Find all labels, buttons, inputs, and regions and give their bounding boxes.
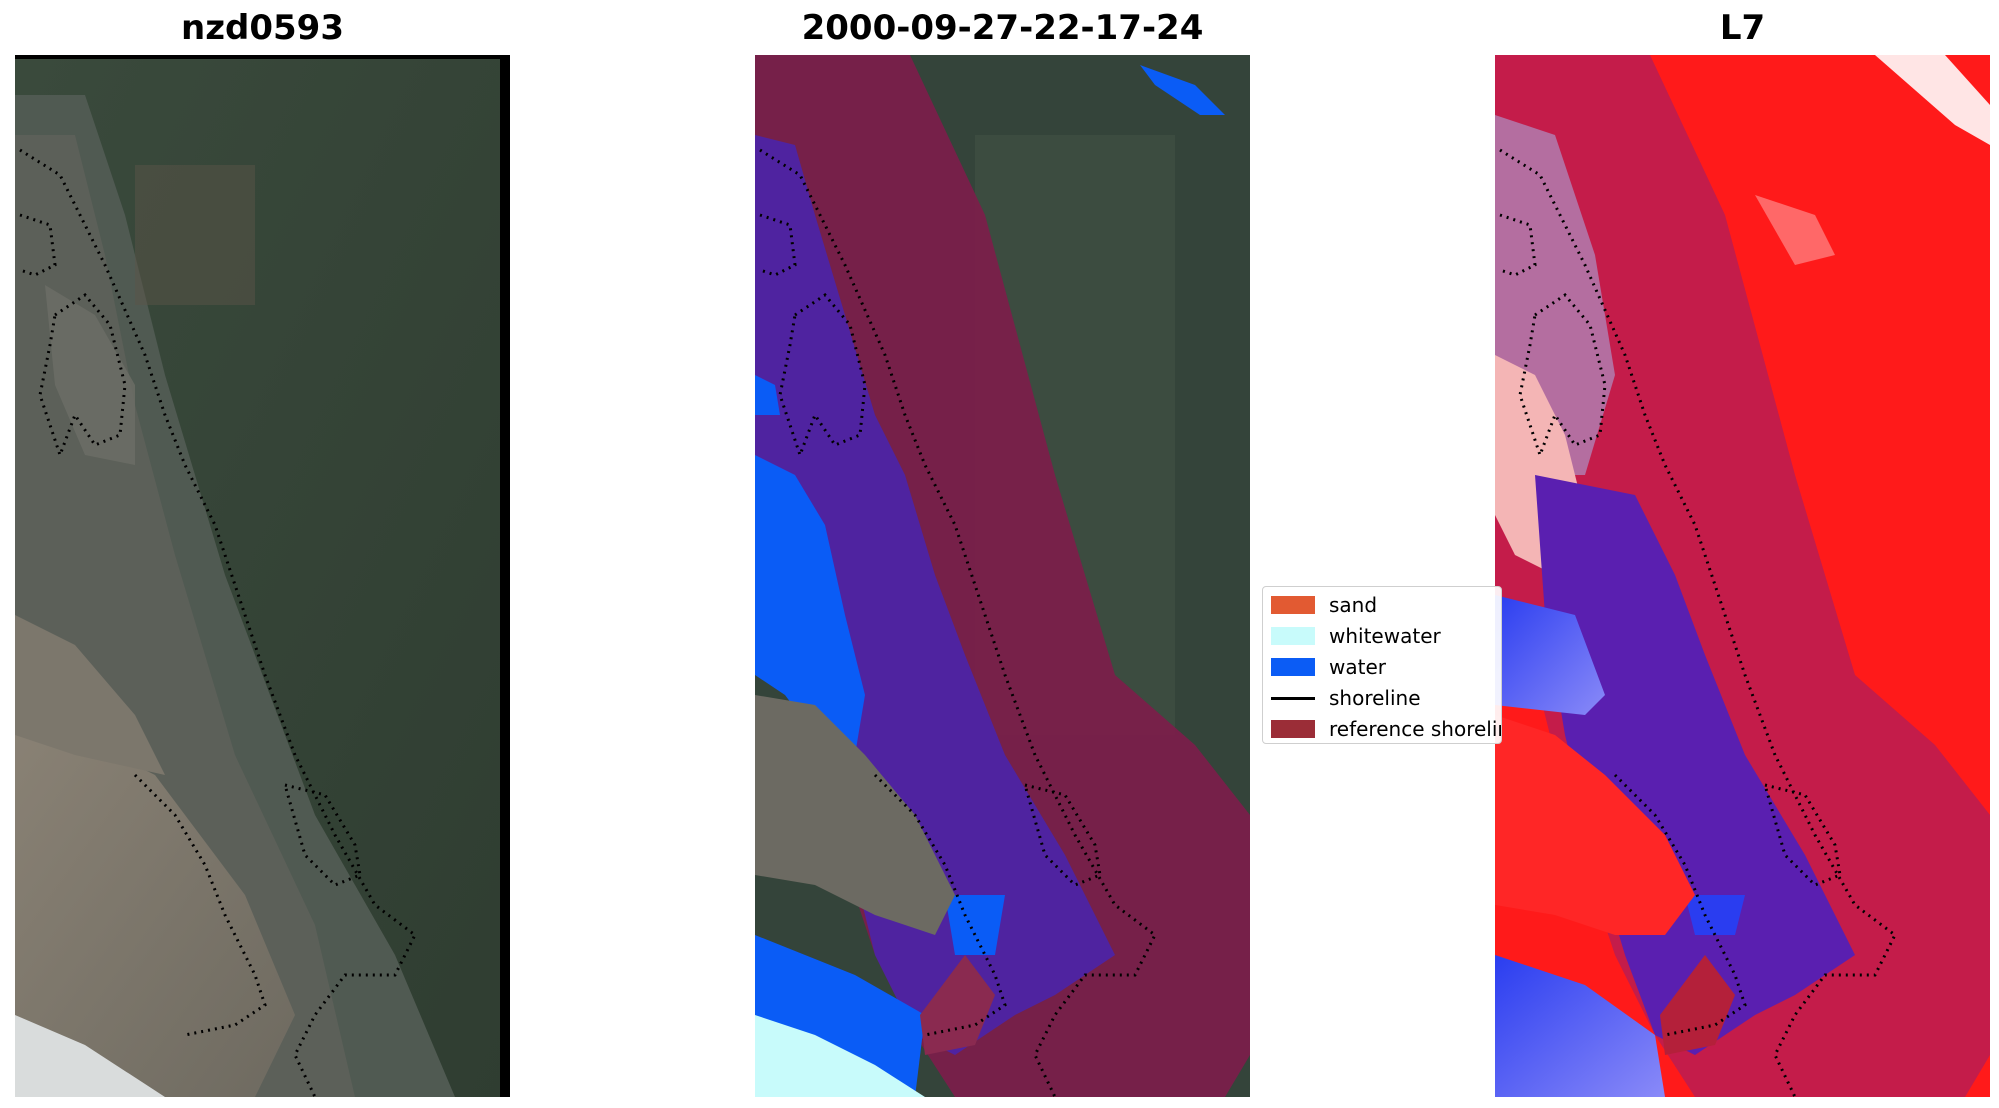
legend-label-water: water <box>1329 655 1386 679</box>
rgb-image-panel[interactable] <box>15 55 510 1097</box>
index-image-panel[interactable] <box>1495 55 1990 1097</box>
legend-item-shoreline: shoreline <box>1263 684 1501 712</box>
legend-swatch-shoreline <box>1271 696 1315 700</box>
legend-label-whitewater: whitewater <box>1329 624 1441 648</box>
legend-label-reference-shoreline: reference shoreline <box>1329 717 1501 741</box>
panel-title-rgb: nzd0593 <box>181 8 344 48</box>
legend: sand whitewater water shoreline referenc… <box>1262 586 1502 744</box>
classification-panel[interactable] <box>755 55 1250 1097</box>
legend-swatch-water <box>1271 658 1315 676</box>
panel-title-classified: 2000-09-27-22-17-24 <box>801 8 1204 48</box>
legend-label-sand: sand <box>1329 593 1378 617</box>
legend-item-reference-shoreline: reference shoreline <box>1263 715 1501 743</box>
legend-swatch-reference-shoreline <box>1271 720 1315 738</box>
legend-item-sand: sand <box>1263 591 1501 619</box>
legend-swatch-whitewater <box>1271 627 1315 645</box>
panel-title-mndwi: L7 <box>1719 8 1766 48</box>
legend-item-water: water <box>1263 653 1501 681</box>
legend-item-whitewater: whitewater <box>1263 622 1501 650</box>
legend-label-shoreline: shoreline <box>1329 686 1421 710</box>
legend-swatch-sand <box>1271 596 1315 614</box>
